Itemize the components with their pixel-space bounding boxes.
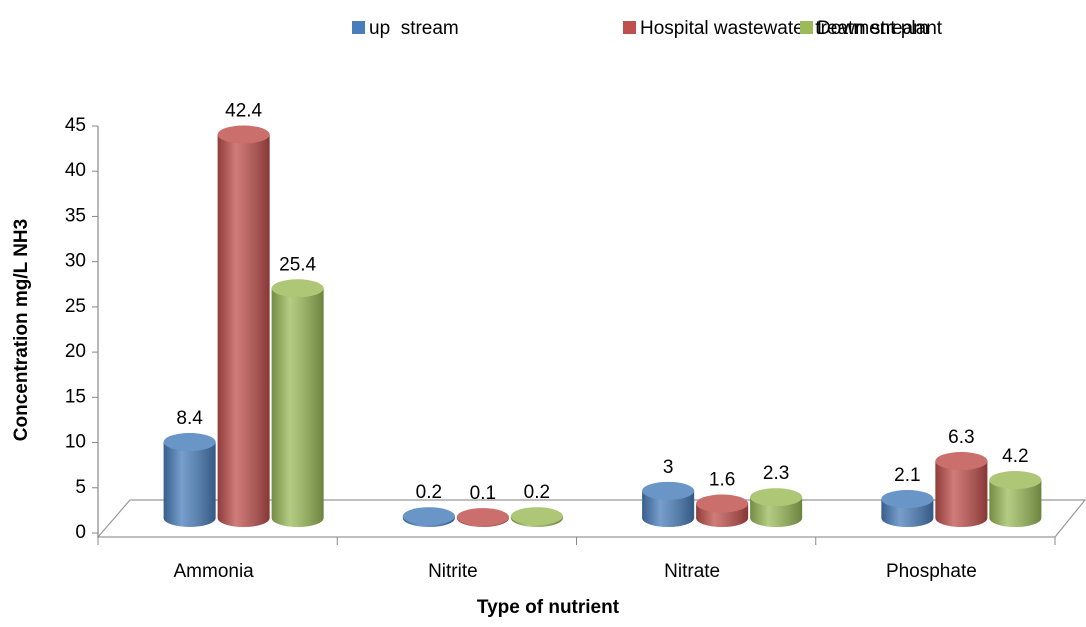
data-label: 0.2: [416, 482, 442, 503]
y-tick-label: 30: [65, 251, 86, 272]
bar-top: [696, 494, 749, 513]
bar-top: [935, 452, 988, 471]
data-label: 2.1: [894, 465, 920, 486]
data-label: 3: [663, 457, 674, 478]
bar-shade: [163, 442, 216, 527]
data-label: 0.2: [524, 482, 550, 503]
data-label: 8.4: [176, 408, 203, 429]
bar-top-highlight: [217, 125, 270, 144]
data-label: 0.1: [470, 483, 496, 504]
bar-shade: [642, 490, 695, 527]
bar-top-highlight: [402, 507, 455, 526]
bar-top-highlight: [881, 490, 934, 509]
y-tick-label: 10: [65, 432, 86, 453]
y-tick-label: 0: [75, 522, 86, 543]
y-tick-label: 20: [65, 341, 86, 362]
x-axis-label: Type of nutrient: [477, 597, 620, 618]
legend-label: Hospital wastewater treatment plant: [640, 18, 943, 39]
y-tick-label: 5: [75, 477, 86, 498]
bar-top: [163, 433, 216, 452]
bar-top-highlight: [271, 279, 324, 298]
bar-top-highlight: [456, 508, 509, 527]
bar-top-highlight: [696, 494, 749, 513]
data-label: 4.2: [1002, 446, 1028, 467]
x-tick-label: Ammonia: [174, 561, 255, 582]
y-tick-label: 25: [65, 296, 86, 317]
bar-top-highlight: [163, 433, 216, 452]
bar-top-highlight: [750, 488, 803, 507]
y-tick-label: 40: [65, 160, 86, 181]
y-axis-label: Concentration mg/L NH3: [11, 219, 32, 441]
legend-label: Down stream: [817, 18, 929, 39]
data-label: 1.6: [709, 470, 735, 491]
bar-top: [989, 471, 1042, 490]
x-tick-label: Nitrite: [428, 561, 478, 582]
data-label: 2.3: [763, 463, 789, 484]
bar-top: [881, 490, 934, 509]
legend-label: up stream: [369, 18, 459, 39]
legend-swatch: [623, 21, 636, 34]
legend-swatch: [800, 21, 813, 34]
bar-shade: [989, 480, 1042, 527]
bar-top: [271, 279, 324, 298]
bar-top: [217, 125, 270, 144]
floor: [96, 499, 1086, 538]
bar-top: [750, 488, 803, 507]
bar-top-highlight: [935, 452, 988, 471]
bar-top-highlight: [989, 471, 1042, 490]
bar-shade: [271, 288, 324, 527]
bar-shade: [217, 134, 270, 527]
bar-shade: [935, 461, 988, 527]
y-tick-label: 35: [65, 205, 86, 226]
legend-swatch: [352, 21, 365, 34]
bar-top: [510, 507, 563, 526]
bar-top: [402, 507, 455, 526]
bar-top-highlight: [642, 481, 695, 500]
y-tick-label: 45: [65, 115, 86, 136]
data-label: 42.4: [225, 101, 262, 122]
data-label: 6.3: [948, 427, 974, 448]
x-tick-label: Phosphate: [886, 561, 977, 582]
bar-top: [642, 481, 695, 500]
y-tick-label: 15: [65, 386, 86, 407]
bar-top-highlight: [510, 507, 563, 526]
x-tick-label: Nitrate: [664, 561, 720, 582]
data-label: 25.4: [279, 254, 316, 275]
bar-top: [456, 508, 509, 527]
